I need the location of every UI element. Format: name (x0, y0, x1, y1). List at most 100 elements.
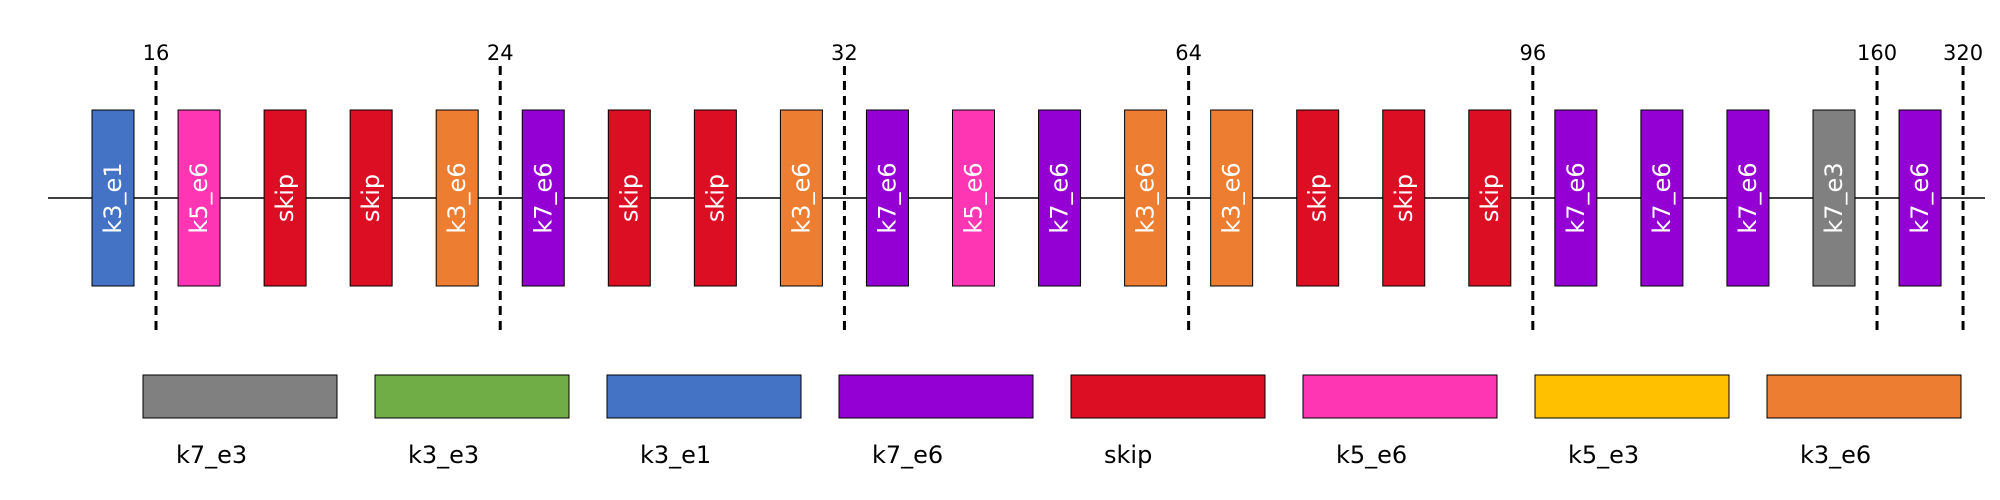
legend-item-skip: skip (1070, 374, 1266, 469)
block-skip: skip (1468, 109, 1512, 287)
legend-item-k7_e6: k7_e6 (838, 374, 1034, 469)
block-rect (1382, 109, 1426, 287)
stage-marker-label: 64 (1175, 41, 1202, 65)
stage-markers: 16 24 32 64 96 160 320 (143, 41, 1983, 330)
legend-swatch (1302, 374, 1498, 419)
block-label: k7_e6 (873, 162, 901, 233)
block-k7_e6: k7_e6 (1038, 109, 1082, 287)
legend: k7_e3 k3_e3 k3_e1 k7_e6 skip k5_e6 k5_e3 k3_e6 (142, 374, 1962, 469)
block-rect (952, 109, 995, 287)
legend-item-k3_e6: k3_e6 (1766, 374, 1962, 469)
block-skip: skip (1296, 109, 1340, 287)
block-label: skip (271, 174, 299, 222)
block-label: k3_e6 (1132, 162, 1160, 233)
stage-marker: 32 (831, 41, 858, 330)
stage-marker-label: 32 (831, 41, 858, 65)
block-rect (1726, 109, 1770, 287)
block-label: k7_e6 (1906, 162, 1934, 233)
block-k7_e6: k7_e6 (1726, 109, 1770, 287)
legend-label: k3_e1 (640, 441, 711, 469)
block-label: k3_e6 (1218, 162, 1246, 233)
block-k7_e6: k7_e6 (1554, 109, 1598, 287)
legend-label: k5_e3 (1568, 441, 1639, 469)
block-label: k3_e6 (787, 162, 815, 233)
block-rect (263, 109, 307, 287)
block-k5_e6: k5_e6 (177, 109, 221, 287)
legend-label: k7_e6 (872, 441, 943, 469)
block-rect (177, 109, 221, 287)
stage-marker: 160 (1857, 41, 1897, 330)
stage-marker: 24 (487, 41, 514, 330)
stage-marker: 320 (1943, 41, 1983, 330)
block-label: k7_e6 (1648, 162, 1676, 233)
block-label: skip (357, 174, 385, 222)
legend-swatch (1766, 374, 1962, 419)
stage-marker: 64 (1175, 41, 1202, 330)
stage-marker-label: 160 (1857, 41, 1897, 65)
block-rect (435, 109, 479, 287)
legend-item-k3_e3: k3_e3 (374, 374, 570, 469)
block-label: k7_e6 (1046, 162, 1074, 233)
legend-swatch (838, 374, 1034, 419)
legend-swatch (1534, 374, 1730, 419)
blocks-layer: k3_e1 k5_e6 skip skip k3_e6 k7_e6 skip skip k3_e… (91, 109, 1942, 287)
legend-swatch (374, 374, 570, 419)
block-k3_e6: k3_e6 (1124, 109, 1168, 287)
stage-marker-label: 16 (143, 41, 170, 65)
block-k5_e6: k5_e6 (952, 109, 995, 287)
legend-item-k3_e1: k3_e1 (606, 374, 802, 469)
block-label: skip (701, 174, 729, 222)
stage-marker-label: 24 (487, 41, 514, 65)
block-rect (349, 109, 393, 287)
block-rect (1812, 109, 1856, 287)
block-label: k7_e6 (1734, 162, 1762, 233)
block-rect (1210, 109, 1254, 287)
block-k3_e6: k3_e6 (1210, 109, 1254, 287)
block-rect (693, 109, 737, 287)
block-skip: skip (607, 109, 651, 287)
block-rect (1898, 109, 1942, 287)
block-k7_e6: k7_e6 (1640, 109, 1684, 287)
block-label: k3_e1 (99, 162, 127, 233)
block-skip: skip (693, 109, 737, 287)
block-k3_e1: k3_e1 (91, 109, 135, 287)
block-rect (1554, 109, 1598, 287)
block-k3_e6: k3_e6 (779, 109, 823, 287)
block-label: skip (1390, 174, 1418, 222)
block-label: skip (1304, 174, 1332, 222)
legend-item-k5_e6: k5_e6 (1302, 374, 1498, 469)
block-label: k7_e6 (1562, 162, 1590, 233)
legend-swatch (1070, 374, 1266, 419)
block-rect (865, 109, 909, 287)
block-label: k5_e6 (185, 162, 213, 233)
block-skip: skip (263, 109, 307, 287)
legend-swatch (606, 374, 802, 419)
block-rect (91, 109, 135, 287)
block-rect (607, 109, 651, 287)
legend-label: skip (1104, 441, 1152, 469)
block-skip: skip (349, 109, 393, 287)
block-skip: skip (1382, 109, 1426, 287)
block-label: k7_e3 (1820, 162, 1848, 233)
block-rect (779, 109, 823, 287)
block-label: skip (615, 174, 643, 222)
stage-marker-label: 96 (1519, 41, 1546, 65)
legend-swatch (142, 374, 338, 419)
legend-item-k7_e3: k7_e3 (142, 374, 338, 469)
block-rect (1468, 109, 1512, 287)
block-rect (1124, 109, 1168, 287)
block-k3_e6: k3_e6 (435, 109, 479, 287)
block-label: k5_e6 (960, 162, 988, 233)
legend-label: k3_e3 (408, 441, 479, 469)
stage-marker: 96 (1519, 41, 1546, 330)
block-k7_e3: k7_e3 (1812, 109, 1856, 287)
legend-label: k5_e6 (1336, 441, 1407, 469)
block-rect (1038, 109, 1082, 287)
block-rect (1296, 109, 1340, 287)
block-label: k7_e6 (529, 162, 557, 233)
block-rect (1640, 109, 1684, 287)
block-k7_e6: k7_e6 (521, 109, 565, 287)
stage-marker-label: 320 (1943, 41, 1983, 65)
legend-item-k5_e3: k5_e3 (1534, 374, 1730, 469)
